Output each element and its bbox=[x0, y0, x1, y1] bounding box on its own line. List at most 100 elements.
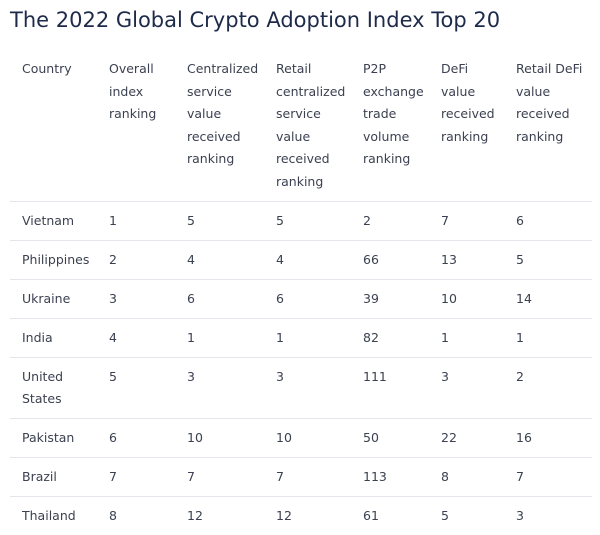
rank-cell: 7 bbox=[175, 458, 264, 497]
rank-cell: 5 bbox=[175, 202, 264, 241]
rank-cell: 1 bbox=[429, 319, 504, 358]
header-text: exchange bbox=[363, 81, 425, 104]
rank-cell: 5 bbox=[429, 497, 504, 535]
header-text: received bbox=[276, 148, 347, 171]
rank-cell: 61 bbox=[351, 497, 429, 535]
rank-cell: 13 bbox=[429, 241, 504, 280]
rank-cell: 6 bbox=[97, 419, 175, 458]
header-text: ranking bbox=[516, 126, 588, 149]
rank-cell: 4 bbox=[264, 241, 351, 280]
rank-cell: 16 bbox=[504, 419, 592, 458]
country-cell: Philippines bbox=[10, 241, 97, 280]
rank-cell: 4 bbox=[175, 241, 264, 280]
header-text: received bbox=[516, 103, 588, 126]
header-text: value bbox=[516, 81, 588, 104]
header-text: ranking bbox=[109, 103, 171, 126]
header-text: ranking bbox=[441, 126, 500, 149]
country-cell: United States bbox=[10, 358, 97, 419]
header-text: value bbox=[276, 126, 347, 149]
rank-cell: 3 bbox=[97, 280, 175, 319]
country-cell: Ukraine bbox=[10, 280, 97, 319]
rank-cell: 50 bbox=[351, 419, 429, 458]
rank-cell: 113 bbox=[351, 458, 429, 497]
header-text: Overall bbox=[109, 58, 171, 81]
rank-cell: 1 bbox=[175, 319, 264, 358]
rank-cell: 3 bbox=[175, 358, 264, 419]
country-cell: Pakistan bbox=[10, 419, 97, 458]
rank-cell: 5 bbox=[97, 358, 175, 419]
country-cell: India bbox=[10, 319, 97, 358]
header-text: value bbox=[441, 81, 500, 104]
header-text: Centralized bbox=[187, 58, 260, 81]
rank-cell: 8 bbox=[429, 458, 504, 497]
header-cell: Country bbox=[10, 48, 97, 202]
rank-cell: 39 bbox=[351, 280, 429, 319]
rank-cell: 7 bbox=[264, 458, 351, 497]
header-text: trade bbox=[363, 103, 425, 126]
header-text: ranking bbox=[187, 148, 260, 171]
title: The 2022 Global Crypto Adoption Index To… bbox=[10, 4, 500, 36]
country-cell: Thailand bbox=[10, 497, 97, 535]
header-text: received bbox=[187, 126, 260, 149]
header-text: Retail DeFi bbox=[516, 58, 588, 81]
header-text: value bbox=[187, 103, 260, 126]
rank-cell: 6 bbox=[504, 202, 592, 241]
rank-cell: 10 bbox=[264, 419, 351, 458]
rank-cell: 6 bbox=[264, 280, 351, 319]
rank-cell: 5 bbox=[264, 202, 351, 241]
header-text: volume bbox=[363, 126, 425, 149]
rank-cell: 1 bbox=[97, 202, 175, 241]
rank-cell: 3 bbox=[264, 358, 351, 419]
rank-cell: 7 bbox=[97, 458, 175, 497]
rank-cell: 2 bbox=[504, 358, 592, 419]
header-text: ranking bbox=[276, 171, 347, 194]
rank-cell: 4 bbox=[97, 319, 175, 358]
header-text: ranking bbox=[363, 148, 425, 171]
rank-cell: 82 bbox=[351, 319, 429, 358]
header-text: Country bbox=[22, 58, 93, 81]
rank-cell: 5 bbox=[504, 241, 592, 280]
rank-cell: 6 bbox=[175, 280, 264, 319]
rank-cell: 7 bbox=[429, 202, 504, 241]
rank-cell: 22 bbox=[429, 419, 504, 458]
rank-cell: 14 bbox=[504, 280, 592, 319]
header-text: service bbox=[187, 81, 260, 104]
header-text: Retail bbox=[276, 58, 347, 81]
rank-cell: 12 bbox=[264, 497, 351, 535]
header-text: centralized bbox=[276, 81, 347, 104]
rank-cell: 10 bbox=[175, 419, 264, 458]
country-cell: Brazil bbox=[10, 458, 97, 497]
rank-cell: 1 bbox=[504, 319, 592, 358]
header-text: index bbox=[109, 81, 171, 104]
rank-cell: 8 bbox=[97, 497, 175, 535]
rank-cell: 3 bbox=[504, 497, 592, 535]
rank-cell: 111 bbox=[351, 358, 429, 419]
rank-cell: 10 bbox=[429, 280, 504, 319]
rank-cell: 1 bbox=[264, 319, 351, 358]
header-text: service bbox=[276, 103, 347, 126]
rank-cell: 3 bbox=[429, 358, 504, 419]
rank-cell: 2 bbox=[351, 202, 429, 241]
header-text: received bbox=[441, 103, 500, 126]
country-cell: Vietnam bbox=[10, 202, 97, 241]
rank-cell: 2 bbox=[97, 241, 175, 280]
